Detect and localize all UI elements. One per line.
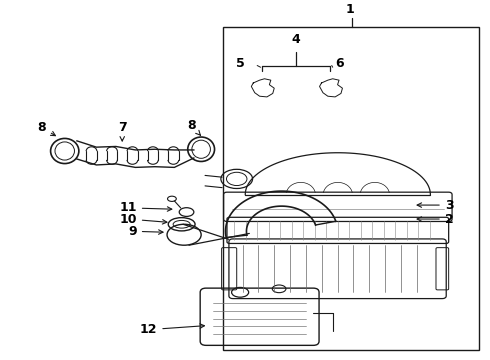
Text: 2: 2 (417, 212, 454, 225)
Bar (223, 27, 479, 350)
Text: 9: 9 (128, 225, 163, 238)
Text: 1: 1 (345, 3, 354, 15)
Text: 7: 7 (118, 121, 126, 141)
Text: 6: 6 (335, 57, 344, 70)
Text: 8: 8 (38, 121, 55, 136)
Text: 5: 5 (236, 57, 245, 70)
Text: 8: 8 (187, 119, 200, 135)
Text: 11: 11 (120, 201, 172, 214)
Text: 10: 10 (120, 212, 167, 225)
Text: 3: 3 (417, 199, 453, 212)
Text: 4: 4 (292, 33, 300, 46)
Text: 12: 12 (140, 323, 204, 336)
